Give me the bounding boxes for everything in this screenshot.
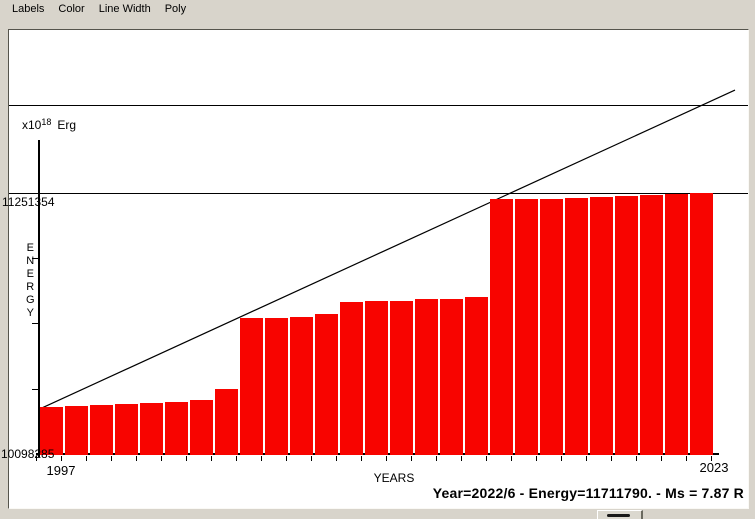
x-axis-tick <box>586 456 587 461</box>
energy-bar-2014 <box>465 297 488 455</box>
x-axis-tick <box>436 456 437 461</box>
energy-bar-2010 <box>365 301 388 455</box>
x-axis-tick <box>511 456 512 461</box>
energy-bar-2000 <box>115 404 138 455</box>
reference-line <box>9 193 748 194</box>
x-axis-tick <box>386 456 387 461</box>
energy-bar-2022 <box>665 193 688 455</box>
unit-exponent: 18 <box>41 117 52 127</box>
x-axis-tick <box>136 456 137 461</box>
x-axis-tick <box>236 456 237 461</box>
y-axis-label-upper: 11251354 <box>2 195 55 209</box>
energy-bar-2003 <box>190 400 213 455</box>
energy-bar-2005 <box>240 318 263 455</box>
x-axis-tick <box>686 456 687 461</box>
x-axis-tick <box>311 456 312 461</box>
x-axis-label-1997: 1997 <box>46 463 76 478</box>
energy-bar-2001 <box>140 403 163 455</box>
y-axis-line <box>38 140 40 457</box>
x-axis-tick <box>486 456 487 461</box>
unit-prefix: x10 <box>22 118 42 132</box>
energy-bar-2013 <box>440 298 463 455</box>
energy-bar-1998 <box>65 406 88 455</box>
energy-bar-2007 <box>290 317 313 455</box>
status-readout: Year=2022/6 - Energy=11711790. - Ms = 7.… <box>432 485 744 501</box>
x-axis-tick <box>336 456 337 461</box>
energy-bar-2016 <box>515 198 538 455</box>
taskbar-button-partial[interactable] <box>597 510 643 519</box>
y-axis-unit-label: x1018 Erg <box>22 117 76 132</box>
energy-bar-2004 <box>215 389 238 455</box>
energy-bar-2011 <box>390 300 413 455</box>
energy-bar-2019 <box>590 196 613 455</box>
x-axis-tick <box>261 456 262 461</box>
x-axis-tick <box>211 456 212 461</box>
unit-suffix: Erg <box>57 118 77 132</box>
window-icon-partial <box>607 514 630 517</box>
x-axis-label-2023: 2023 <box>699 460 729 475</box>
x-axis-tick <box>411 456 412 461</box>
x-axis-tick <box>711 456 712 461</box>
energy-bar-2021 <box>640 194 663 455</box>
energy-bar-2020 <box>615 196 638 455</box>
reference-line <box>9 105 748 106</box>
x-axis-tick <box>561 456 562 461</box>
x-axis-tick <box>86 456 87 461</box>
x-axis-title: YEARS <box>373 471 415 485</box>
energy-bar-2012 <box>415 299 438 455</box>
menu-bar: Labels Color Line Width Poly <box>0 0 755 18</box>
menu-item-line-width[interactable]: Line Width <box>98 2 151 15</box>
energy-bar-1999 <box>90 405 113 455</box>
energy-bar-2009 <box>340 301 363 455</box>
energy-bar-2006 <box>265 317 288 455</box>
energy-bar-2002 <box>165 401 188 455</box>
energy-bar-2023 <box>690 193 713 455</box>
menu-item-poly[interactable]: Poly <box>164 2 187 15</box>
x-axis-tick <box>611 456 612 461</box>
energy-bar-2017 <box>540 198 563 455</box>
y-axis-tick <box>32 323 38 324</box>
x-axis-tick <box>161 456 162 461</box>
x-axis-tick <box>186 456 187 461</box>
bottom-strip <box>0 509 755 518</box>
energy-bar-2015 <box>490 199 513 455</box>
y-axis-tick <box>32 389 38 390</box>
x-axis-tick <box>61 456 62 461</box>
x-axis-tick <box>361 456 362 461</box>
x-axis-tick <box>661 456 662 461</box>
plot-area[interactable] <box>9 30 748 508</box>
menu-item-color[interactable]: Color <box>58 2 85 15</box>
x-axis-tick <box>111 456 112 461</box>
energy-bar-2008 <box>315 313 338 455</box>
energy-bar-2018 <box>565 197 588 455</box>
x-axis-tick <box>286 456 287 461</box>
menu-item-labels[interactable]: Labels <box>12 2 45 15</box>
x-axis-tick <box>36 456 37 461</box>
energy-bar-1997 <box>40 407 63 455</box>
x-axis-tick <box>636 456 637 461</box>
x-axis-tick <box>536 456 537 461</box>
x-axis-tick <box>461 456 462 461</box>
y-axis-label-lower: 10098285 <box>1 447 55 461</box>
y-axis-tick <box>32 258 38 259</box>
